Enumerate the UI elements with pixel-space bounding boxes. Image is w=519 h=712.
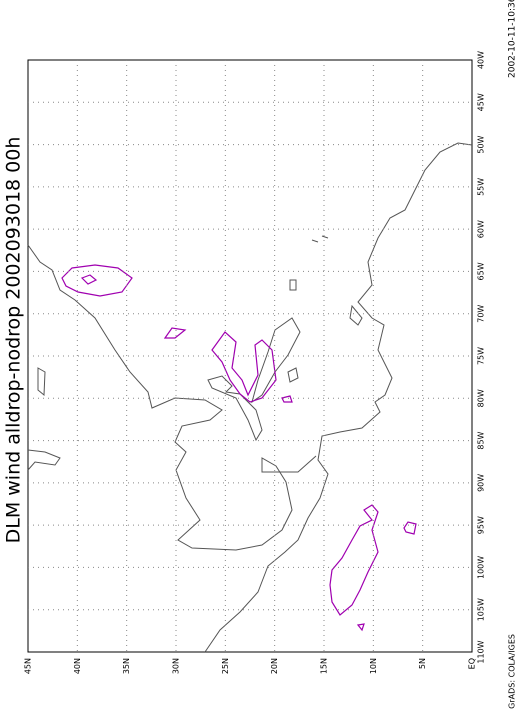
lon-label: 70W: [477, 305, 486, 323]
lat-label: 25N: [221, 658, 230, 674]
lon-label: 45W: [477, 93, 486, 111]
lon-label: 40W: [477, 51, 486, 69]
lon-label: 60W: [477, 220, 486, 238]
lat-label: EQ: [468, 658, 477, 669]
timestamp: 2002-10-11-10:36: [508, 0, 518, 78]
lat-label: 40N: [73, 658, 82, 674]
lat-label: 10N: [369, 658, 378, 674]
lon-label: 50W: [477, 135, 486, 153]
lon-label: 95W: [477, 516, 486, 534]
lon-label: 110W: [477, 640, 486, 663]
lon-label: 85W: [477, 431, 486, 449]
lon-label: 100W: [477, 556, 486, 579]
lat-label: 30N: [172, 658, 181, 674]
lon-label: 105W: [477, 598, 486, 621]
lon-label: 80W: [477, 389, 486, 407]
lat-label: 20N: [270, 658, 279, 674]
coastlines: [27, 142, 473, 653]
lon-label: 65W: [477, 262, 486, 280]
lat-label: 35N: [122, 658, 131, 674]
frame: [27, 59, 473, 653]
lat-label: 5N: [418, 658, 427, 669]
lat-label: 45N: [24, 658, 33, 674]
lon-label: 75W: [477, 347, 486, 365]
lat-label: 15N: [320, 658, 329, 674]
credit: GrADS: COLA/IGES: [508, 634, 517, 709]
lon-label: 55W: [477, 178, 486, 196]
title: DLM wind alldrop-nodrop 2002093018 00h: [3, 137, 25, 544]
contours: [61, 264, 417, 632]
lon-label: 90W: [477, 474, 486, 492]
